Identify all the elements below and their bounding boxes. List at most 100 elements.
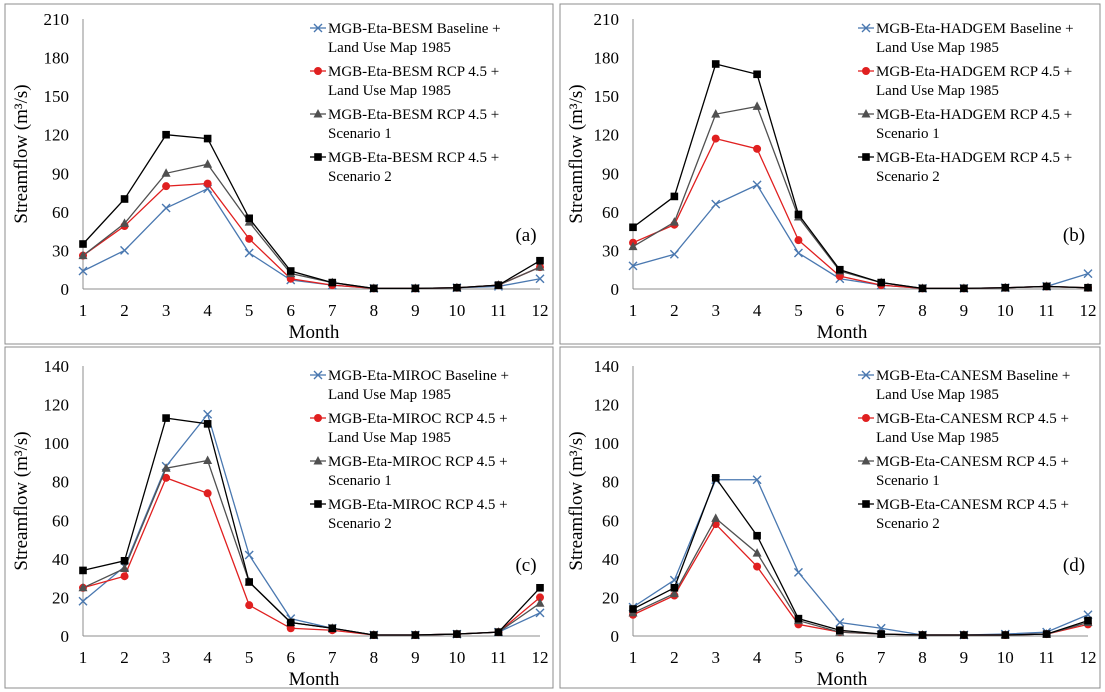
y-tick-label: 60 (602, 511, 619, 530)
data-point (78, 582, 88, 592)
data-point (162, 414, 170, 422)
data-point (960, 284, 968, 293)
x-tick-label: 1 (629, 648, 638, 667)
data-point (753, 144, 762, 153)
panel-frame (559, 3, 1101, 345)
data-point (245, 234, 254, 243)
series-2 (78, 455, 545, 639)
legend-item: MGB-Eta-BESM RCP 4.5 + Scenario 2 (310, 150, 499, 185)
legend-item: MGB-Eta-CANESM RCP 4.5 + Scenario 2 (858, 497, 1069, 532)
y-tick-label: 80 (602, 473, 619, 492)
series-3 (79, 130, 544, 293)
y-tick-label: 60 (52, 511, 69, 530)
series-3 (79, 414, 544, 639)
data-point (370, 631, 378, 639)
legend-label: Land Use Map 1985 (328, 40, 451, 56)
data-point (162, 182, 171, 191)
series-line (82, 187, 541, 290)
series-line (632, 476, 1089, 636)
data-point (120, 572, 129, 581)
legend-label: MGB-Eta-MIROC Baseline + (328, 368, 509, 384)
x-tick-label: 1 (79, 648, 88, 667)
data-point (793, 567, 803, 577)
legend-marker (862, 153, 870, 161)
x-tick-label: 9 (411, 301, 420, 320)
x-tick-label: 5 (794, 648, 803, 667)
x-tick-label: 12 (532, 301, 549, 320)
series-1 (79, 179, 544, 293)
legend-label: MGB-Eta-MIROC RCP 4.5 + (328, 497, 508, 513)
y-tick-label: 20 (52, 588, 69, 607)
x-tick-label: 6 (286, 301, 295, 320)
x-tick-label: 2 (670, 301, 679, 320)
data-point (203, 420, 212, 428)
data-point (669, 575, 679, 585)
legend-item: MGB-Eta-HADGEM RCP 4.5 + Land Use Map 198… (858, 64, 1072, 99)
y-tick-label: 140 (594, 357, 620, 376)
y-tick-label: 150 (594, 87, 620, 106)
x-tick-label: 2 (670, 648, 679, 667)
legend-label: MGB-Eta-BESM RCP 4.5 + (328, 150, 499, 166)
data-point (752, 180, 762, 190)
data-point (203, 179, 212, 188)
x-tick-label: 2 (120, 301, 129, 320)
data-point (669, 249, 679, 259)
legend-label: Land Use Map 1985 (328, 430, 451, 446)
x-tick-label: 8 (370, 301, 379, 320)
y-tick-label: 0 (611, 627, 620, 646)
panel-label: (c) (515, 555, 536, 576)
data-point (536, 583, 544, 592)
series-3 (629, 60, 1092, 293)
data-point (794, 614, 803, 623)
x-tick-label: 12 (532, 648, 549, 667)
data-point (918, 284, 927, 293)
panel-frame (4, 3, 554, 345)
x-tick-label: 3 (711, 301, 720, 320)
x-tick-label: 11 (1038, 648, 1054, 667)
legend-item: MGB-Eta-HADGEM RCP 4.5 + Scenario 2 (858, 150, 1072, 185)
legend-label: MGB-Eta-HADGEM RCP 4.5 + (876, 107, 1072, 123)
data-point (753, 70, 761, 79)
x-tick-label: 4 (753, 301, 762, 320)
x-tick-label: 10 (997, 301, 1014, 320)
x-tick-label: 7 (877, 648, 886, 667)
data-point (328, 624, 337, 633)
data-point (670, 192, 679, 201)
data-point (753, 562, 762, 571)
data-point (370, 284, 378, 293)
y-tick-label: 120 (594, 396, 620, 415)
legend-marker (313, 109, 323, 118)
y-tick-label: 120 (44, 396, 70, 415)
legend-item: MGB-Eta-MIROC RCP 4.5 + Scenario 2 (310, 497, 508, 532)
series-line (632, 105, 1089, 290)
data-point (711, 134, 720, 143)
panel-label: (d) (1063, 555, 1085, 576)
data-point (245, 578, 253, 586)
x-tick-label: 7 (328, 648, 337, 667)
y-tick-label: 150 (44, 87, 70, 106)
data-point (120, 195, 129, 203)
panel-frame (4, 346, 554, 689)
legend-label: Land Use Map 1985 (328, 387, 451, 403)
data-point (78, 266, 88, 276)
data-point (120, 563, 130, 572)
data-point (244, 248, 254, 258)
y-tick-label: 210 (44, 10, 70, 29)
data-point (411, 284, 420, 293)
x-tick-label: 4 (753, 648, 762, 667)
x-tick-label: 9 (411, 648, 420, 667)
data-point (629, 223, 637, 232)
data-point (536, 256, 544, 265)
series-line (82, 417, 541, 636)
data-point (203, 159, 213, 168)
data-point (494, 628, 503, 636)
legend-marker (314, 500, 322, 508)
y-tick-label: 60 (52, 203, 69, 222)
legend-label: Scenario 2 (876, 169, 940, 185)
x-tick-label: 5 (245, 301, 254, 320)
data-point (411, 631, 420, 639)
x-tick-label: 9 (960, 648, 969, 667)
x-axis-title: Month (817, 669, 868, 690)
x-tick-label: 11 (490, 301, 506, 320)
